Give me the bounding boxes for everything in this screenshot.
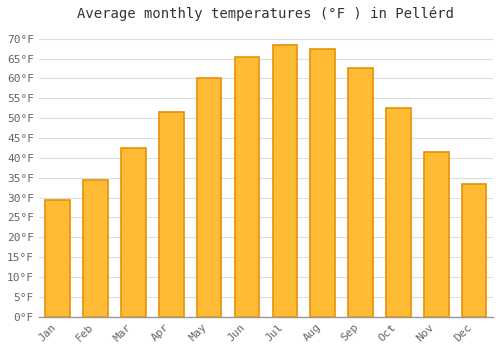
Bar: [46, 199, 70, 317]
Bar: [424, 152, 448, 317]
Bar: [462, 184, 486, 317]
Bar: [348, 69, 373, 317]
Bar: [84, 180, 108, 317]
Title: Average monthly temperatures (°F ) in Pellérd: Average monthly temperatures (°F ) in Pe…: [78, 7, 454, 21]
Bar: [121, 148, 146, 317]
Bar: [159, 112, 184, 317]
Bar: [234, 57, 260, 317]
Bar: [197, 78, 222, 317]
Bar: [310, 49, 335, 317]
Bar: [386, 108, 410, 317]
Bar: [272, 45, 297, 317]
